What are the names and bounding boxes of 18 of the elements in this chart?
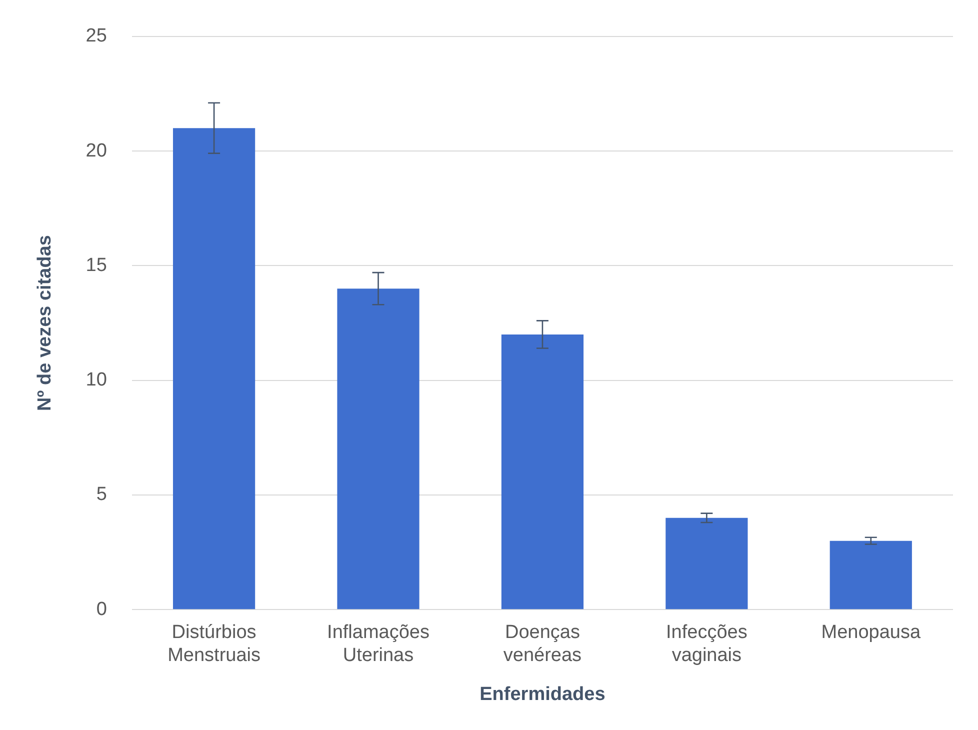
x-tick-label: Infecções vaginais [666, 622, 748, 666]
y-tick-label: 25 [86, 26, 107, 47]
bar [337, 288, 420, 610]
y-axis-title: Nº de vezes citadas [34, 235, 56, 411]
y-tick-label: 10 [86, 370, 107, 391]
x-tick-label: Distúrbios Menstruais [168, 622, 260, 666]
bar [172, 128, 256, 610]
bar [501, 334, 584, 610]
y-tick-label: 0 [96, 598, 107, 620]
x-tick-label: Menopausa [821, 622, 921, 644]
bar [830, 540, 912, 610]
y-tick-label: 15 [86, 254, 107, 276]
x-tick-label: Doenças venéreas [503, 622, 582, 666]
x-tick-label: Inflamações Uterinas [327, 622, 430, 666]
x-axis-title: Enfermidades [480, 684, 606, 705]
y-tick-label: 20 [86, 140, 107, 162]
y-tick-label: 5 [96, 484, 107, 506]
bar [666, 518, 748, 610]
